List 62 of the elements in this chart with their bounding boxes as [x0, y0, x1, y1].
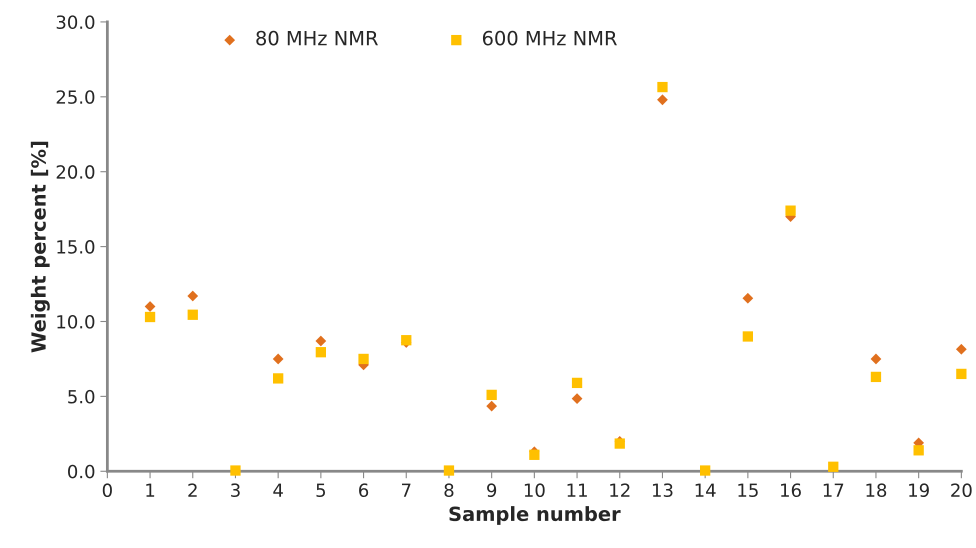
point — [273, 373, 284, 384]
x-tick-label: 16 — [781, 483, 801, 498]
y-axis-title: Weight percent [%] — [30, 142, 50, 353]
x-tick-label: 20 — [951, 483, 972, 498]
point — [870, 372, 882, 382]
x-tick-label: 0 — [102, 483, 112, 498]
point — [529, 450, 540, 460]
point — [230, 465, 241, 476]
point — [486, 400, 498, 412]
y-tick-label: 30.0 — [56, 15, 94, 30]
legend-label: 80 MHz NMR — [256, 30, 378, 46]
point — [657, 94, 668, 106]
point — [742, 331, 754, 342]
x-tick-label: 1 — [146, 484, 154, 497]
point — [956, 344, 967, 355]
point — [272, 354, 284, 364]
x-tick-label: 7 — [402, 484, 410, 497]
y-tick-label: 0.0 — [68, 464, 94, 478]
x-tick-label: 8 — [444, 483, 454, 498]
x-tick-label: 17 — [824, 484, 844, 497]
point — [358, 354, 369, 364]
point — [144, 301, 156, 312]
x-axis-title: Sample number — [449, 506, 621, 525]
x-tick-label: 11 — [568, 484, 587, 497]
x-tick-label: 13 — [652, 483, 672, 498]
point — [486, 390, 497, 400]
point — [444, 465, 454, 476]
x-tick-label: 18 — [866, 483, 886, 498]
point — [144, 312, 156, 322]
point — [187, 290, 198, 302]
y-tick-label: 25.0 — [56, 90, 94, 104]
point — [315, 336, 326, 346]
x-tick-label: 5 — [316, 484, 326, 498]
point — [188, 310, 198, 320]
x-tick-label: 10 — [524, 483, 545, 498]
point — [870, 354, 882, 364]
point — [614, 438, 625, 449]
x-tick-label: 12 — [610, 483, 630, 497]
point — [828, 462, 838, 472]
point — [572, 393, 582, 404]
x-tick-label: 19 — [909, 483, 929, 498]
point — [914, 445, 924, 456]
point — [742, 292, 754, 304]
x-tick-label: 9 — [487, 483, 496, 498]
point — [785, 206, 796, 216]
legend-label: 600 MHz NMR — [482, 30, 617, 46]
x-tick-label: 3 — [231, 483, 240, 498]
y-tick-label: 5.0 — [68, 390, 94, 404]
y-tick-label: 15.0 — [57, 240, 94, 254]
y-tick-label: 10.0 — [57, 314, 94, 329]
point — [401, 335, 412, 346]
x-tick-label: 14 — [696, 484, 716, 497]
x-tick-label: 2 — [188, 483, 197, 497]
point — [572, 378, 582, 388]
x-tick-label: 4 — [273, 484, 283, 497]
x-tick-label: 6 — [359, 483, 368, 498]
point — [700, 465, 710, 476]
y-tick-label: 20.0 — [56, 165, 94, 179]
point — [956, 368, 967, 380]
point — [316, 347, 326, 358]
x-tick-label: 15 — [738, 484, 758, 498]
point — [657, 82, 668, 92]
